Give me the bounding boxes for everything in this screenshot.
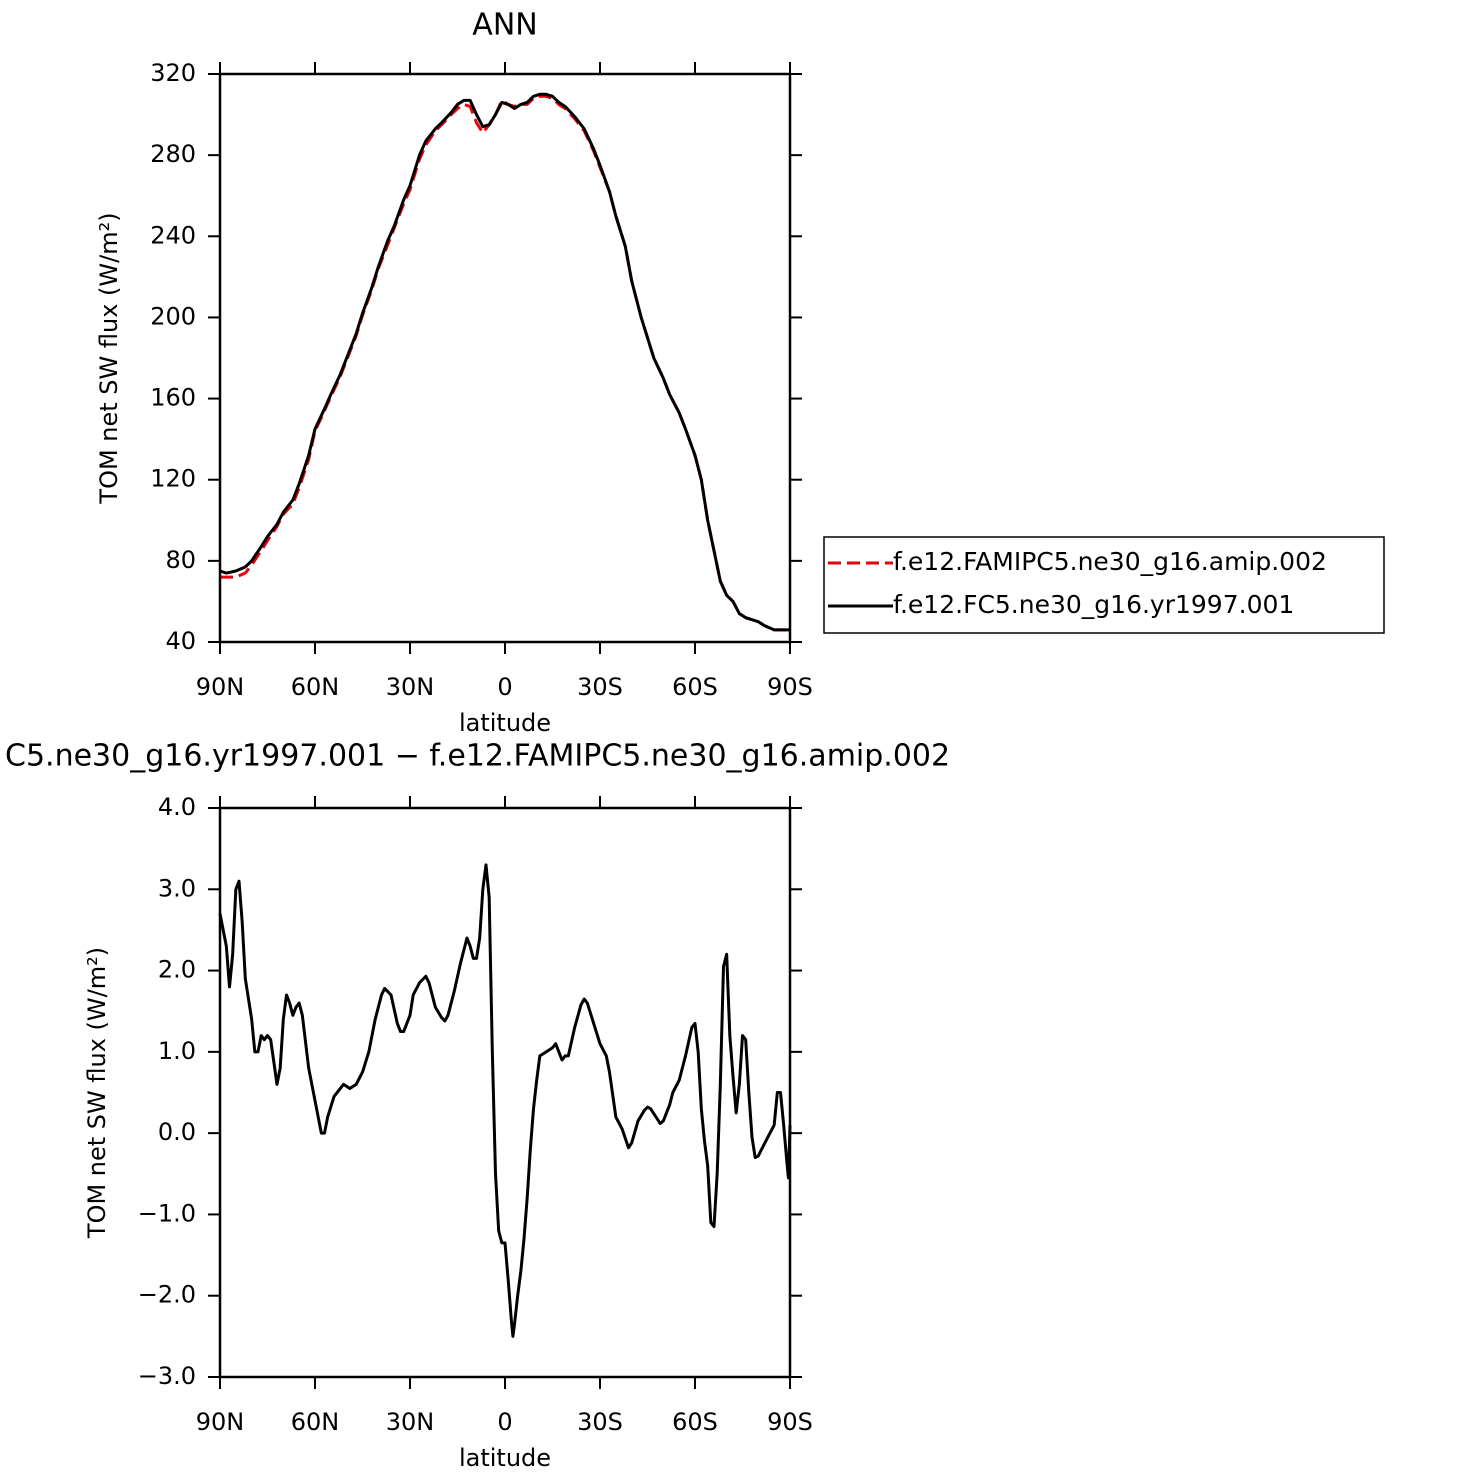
data-line	[220, 94, 790, 632]
legend-label: f.e12.FC5.ne30_g16.yr1997.001	[893, 590, 1294, 619]
x-tick-label: 0	[497, 673, 512, 701]
legend-box	[823, 536, 1385, 634]
data-line	[219, 92, 790, 632]
x-tick-label: 60S	[672, 1408, 718, 1436]
x-tick-label: 90S	[767, 1408, 813, 1436]
plot-frame	[218, 806, 792, 1379]
x-tick-label: 60N	[291, 673, 340, 701]
x-tick-label: 90N	[196, 673, 245, 701]
y-tick-label: 40	[165, 627, 196, 655]
y-tick-label: 3.0	[158, 874, 196, 902]
x-tick-label: 90N	[196, 1408, 245, 1436]
chart-title: C5.ne30_g16.yr1997.001 − f.e12.FAMIPC5.n…	[5, 739, 950, 774]
y-axis-label: TOM net SW flux (W/m²)	[95, 212, 123, 504]
chart-title: ANN	[472, 8, 537, 43]
x-axis-label: latitude	[459, 1444, 551, 1472]
x-tick-label: 90S	[767, 673, 813, 701]
x-tick-label: 30S	[577, 1408, 623, 1436]
y-tick-label: −1.0	[138, 1199, 196, 1227]
y-tick-label: 320	[150, 59, 196, 87]
y-tick-label: 160	[150, 384, 196, 412]
y-tick-label: 1.0	[158, 1037, 196, 1065]
y-tick-label: 280	[150, 140, 196, 168]
x-tick-label: 30N	[386, 673, 435, 701]
y-tick-label: −3.0	[138, 1362, 196, 1390]
x-tick-label: 60N	[291, 1408, 340, 1436]
y-axis-label: TOM net SW flux (W/m²)	[83, 947, 111, 1239]
y-tick-label: 240	[150, 221, 196, 249]
y-tick-label: −2.0	[138, 1281, 196, 1309]
y-tick-label: 200	[150, 302, 196, 330]
y-tick-label: 4.0	[158, 793, 196, 821]
x-axis-label: latitude	[459, 709, 551, 737]
plot-frame	[218, 72, 792, 644]
x-tick-label: 30S	[577, 673, 623, 701]
y-tick-label: 0.0	[158, 1118, 196, 1146]
x-tick-label: 30N	[386, 1408, 435, 1436]
y-tick-label: 2.0	[158, 956, 196, 984]
x-tick-label: 0	[497, 1408, 512, 1436]
y-tick-label: 80	[165, 546, 196, 574]
data-line	[218, 863, 792, 1338]
legend-label: f.e12.FAMIPC5.ne30_g16.amip.002	[893, 547, 1327, 576]
x-tick-label: 60S	[672, 673, 718, 701]
y-tick-label: 120	[150, 465, 196, 493]
